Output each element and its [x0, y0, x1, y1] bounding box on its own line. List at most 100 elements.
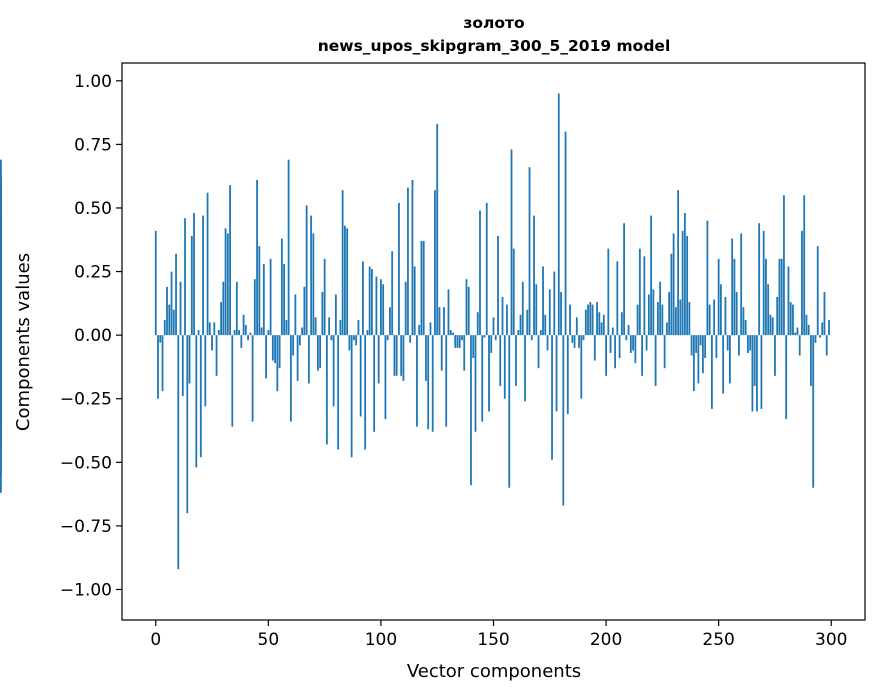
bar-5 [166, 286, 168, 336]
bar-272 [767, 284, 770, 336]
y-axis-label: Components values [13, 253, 34, 431]
bar-270 [762, 230, 765, 336]
bar-264 [749, 335, 752, 351]
bar-211 [629, 335, 632, 353]
bar-41 [247, 335, 249, 341]
bar-210 [627, 324, 630, 336]
bar-76 [325, 335, 328, 445]
bar-51 [269, 258, 272, 336]
bar-110 [402, 335, 405, 381]
bar-105 [391, 251, 394, 336]
bar-215 [638, 248, 641, 336]
bar-265 [751, 335, 754, 412]
bar-274 [771, 317, 774, 336]
bar-90 [357, 319, 360, 336]
chart-subtitle: news_upos_skipgram_300_5_2019 model [318, 37, 671, 55]
bar-299 [828, 319, 830, 336]
bar-163 [521, 281, 524, 336]
bar-199 [602, 314, 605, 336]
bar-2 [159, 335, 162, 343]
bar-92 [362, 261, 364, 336]
bar-98 [375, 276, 378, 336]
bar-237 [688, 302, 691, 336]
bar-173 [544, 314, 547, 336]
bar-25 [211, 335, 213, 351]
bar-179 [557, 93, 560, 336]
bar-137 [463, 335, 466, 371]
bar-142 [474, 335, 477, 432]
y-axis-ticks: 1.00 0.75 0.50 0.25 0.00 −0.25 −0.50 −0.75 −1.00 [60, 72, 122, 600]
bar-21 [202, 215, 204, 336]
bar-69 [310, 215, 313, 336]
bar-223 [656, 302, 659, 336]
bar-252 [722, 335, 725, 394]
bar-192 [587, 304, 589, 336]
bar-115 [413, 266, 416, 336]
bar-267 [756, 335, 758, 412]
bar-39 [242, 314, 245, 336]
bar-29 [220, 302, 222, 336]
bar-80 [334, 294, 337, 336]
bar-181 [562, 335, 565, 506]
bar-222 [654, 335, 657, 387]
bar-134 [456, 335, 459, 348]
bar-244 [704, 335, 707, 359]
bar-50 [267, 330, 270, 336]
bar-35 [233, 330, 236, 336]
bar-75 [323, 258, 326, 336]
bar-229 [670, 253, 673, 336]
bar-219 [647, 294, 650, 336]
bar-242 [699, 335, 702, 346]
bar-198 [600, 322, 603, 336]
bar-159 [512, 248, 515, 336]
bar-23 [206, 192, 209, 336]
bar-77 [328, 317, 331, 336]
bar-12 [181, 335, 184, 397]
bar-107 [395, 335, 398, 376]
bar-285 [796, 327, 799, 336]
bar-250 [717, 258, 720, 336]
bar-191 [584, 309, 587, 336]
bar-193 [589, 302, 592, 336]
bar-165 [526, 309, 529, 336]
bar-140 [470, 335, 472, 486]
bar-116 [416, 335, 418, 427]
bar-247 [711, 335, 713, 409]
bar-136 [461, 335, 463, 341]
bar-32 [226, 233, 229, 336]
bar-53 [274, 335, 276, 364]
bar-96 [371, 269, 373, 336]
bar-118 [420, 241, 423, 336]
bar-45 [256, 180, 258, 336]
bar-44 [253, 279, 256, 336]
bar-207 [620, 312, 623, 336]
bar-87 [350, 335, 353, 458]
y-tick-label-8: −1.00 [60, 580, 112, 600]
bar-257 [733, 258, 736, 336]
bar-230 [672, 233, 675, 336]
bar-85 [346, 228, 349, 336]
bar-31 [224, 228, 227, 336]
bar-209 [625, 335, 628, 341]
x-axis-ticks: 0 50 100 150 200 250 300 [150, 620, 847, 650]
bar-46 [258, 246, 261, 336]
bar-214 [636, 304, 639, 336]
bar-52 [271, 335, 274, 361]
bar-281 [787, 266, 790, 336]
bar-189 [580, 335, 583, 399]
bar-54 [276, 335, 279, 392]
bar-109 [400, 335, 403, 376]
bar-271 [765, 258, 767, 336]
bar-253 [724, 296, 727, 336]
bar-10 [177, 335, 180, 570]
bar-166 [528, 167, 531, 336]
bar-298 [825, 335, 828, 356]
y-tick-label-3: 0.25 [74, 263, 112, 283]
bar-70 [312, 233, 315, 336]
bar-269 [760, 335, 763, 409]
bar-30 [222, 281, 225, 336]
bar-254 [726, 335, 729, 351]
bar-7 [170, 271, 173, 336]
bar-139 [467, 286, 470, 336]
bar-37 [238, 330, 240, 336]
